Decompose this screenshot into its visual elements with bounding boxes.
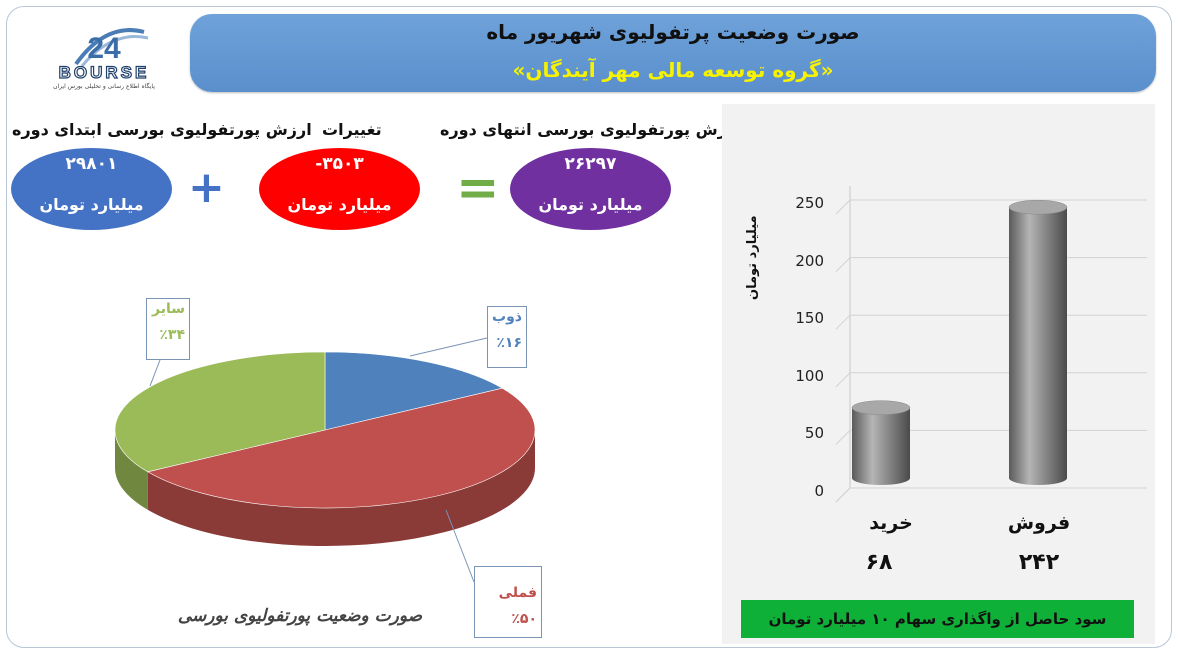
pie-chart-title: صورت وضعیت پورتفولیوی بورسی — [177, 606, 423, 626]
end-value-oval: ۲۶۲۹۷ میلیارد تومان — [510, 148, 671, 230]
logo-text: BOURSE — [59, 63, 150, 82]
end-value: ۲۶۲۹۷ — [564, 154, 617, 174]
logo-number: 24 — [87, 32, 121, 65]
bar-y-tick-2: 100 — [795, 366, 824, 385]
change-oval: -۳۵۰۳ میلیارد تومان — [259, 148, 420, 230]
bar-y-tick-4: 200 — [795, 251, 824, 270]
bar-y-axis-label: میلیارد تومان — [745, 215, 760, 300]
bar-top-0 — [851, 400, 911, 415]
slice-label-zob: ذوب — [492, 309, 522, 325]
slice-value-zob: ٪۱۶ — [496, 335, 522, 351]
bar-category-buy: خرید — [869, 512, 913, 534]
start-value: ۲۹۸۰۱ — [65, 154, 118, 174]
page-subtitle: «گروه توسعه مالی مهر آیندگان» — [512, 58, 834, 82]
pie-slice-1 — [146, 387, 536, 509]
bar-gridline-side-1 — [835, 430, 851, 445]
pie-slice-2 — [114, 351, 326, 473]
change-label: تغییرات — [322, 120, 382, 139]
change-unit: میلیارد تومان — [287, 195, 392, 214]
callout-zob: ذوب ٪۱۶ — [487, 306, 527, 368]
pie-slice-side-1 — [147, 430, 535, 547]
start-value-label: ارزش پورتفولیوی بورسی ابتدای دوره — [12, 120, 312, 139]
bar-1 — [1009, 207, 1067, 485]
logo-tagline: پایگاه اطلاع رسانی و تحلیلی بورس ایران — [53, 82, 155, 90]
slice-label-fameli: فملی — [498, 585, 537, 601]
bar-gridline-side-3 — [835, 314, 851, 330]
bar-chart — [835, 186, 1147, 503]
callout-sayer: سایر ٪۳۴ — [146, 298, 190, 360]
bar-value-sell: ۲۴۲ — [1018, 550, 1060, 575]
change-value: -۳۵۰۳ — [315, 154, 364, 174]
bar-y-tick-3: 150 — [795, 309, 824, 328]
bar-gridline-side-5 — [835, 199, 851, 215]
logo-graphic: 24 BOURSE پایگاه اطلاع رسانی و تحلیلی بو… — [53, 28, 155, 90]
bar-value-buy: ۶۸ — [865, 550, 893, 575]
bar-y-tick-0: 0 — [814, 482, 824, 500]
bar-gridline-side-0 — [835, 487, 851, 503]
bar-gridline-side-2 — [835, 372, 851, 388]
bourse-logo: 24 BOURSE پایگاه اطلاع رسانی و تحلیلی بو… — [16, 16, 192, 92]
bar-y-tick-1: 50 — [804, 424, 824, 443]
slice-value-fameli: ٪۵۰ — [511, 611, 537, 627]
start-value-unit: میلیارد تومان — [39, 195, 144, 214]
bar-category-sell: فروش — [1007, 512, 1071, 534]
bar-chart-panel — [722, 104, 1155, 644]
profit-summary-box: سود حاصل از واگذاری سهام ۱۰ میلیارد توما… — [741, 600, 1134, 638]
header-banner: صورت وضعیت پرتفولیوی شهریور ماه «گروه تو… — [190, 14, 1156, 92]
slice-value-sayer: ٪۳۴ — [159, 327, 185, 343]
bar-y-tick-5: 250 — [795, 194, 824, 212]
callout-fameli: فملی ٪۵۰ — [474, 566, 542, 638]
bar-0 — [852, 407, 910, 485]
pie-slice-side-2 — [115, 430, 148, 510]
bar-gridline-side-4 — [835, 257, 851, 272]
bar-top-1 — [1008, 199, 1068, 215]
page-title: صورت وضعیت پرتفولیوی شهریور ماه — [486, 20, 860, 44]
end-value-label: ارزش پورتفولیوی بورسی انتهای دوره — [440, 120, 742, 139]
start-value-oval: ۲۹۸۰۱ میلیارد تومان — [11, 148, 172, 230]
plus-sign: + — [188, 162, 225, 213]
pie-chart — [114, 351, 536, 547]
slice-label-sayer: سایر — [152, 301, 185, 317]
pie-slice-0 — [324, 351, 504, 431]
end-value-unit: میلیارد تومان — [538, 195, 643, 214]
equals-sign: = — [456, 158, 500, 218]
